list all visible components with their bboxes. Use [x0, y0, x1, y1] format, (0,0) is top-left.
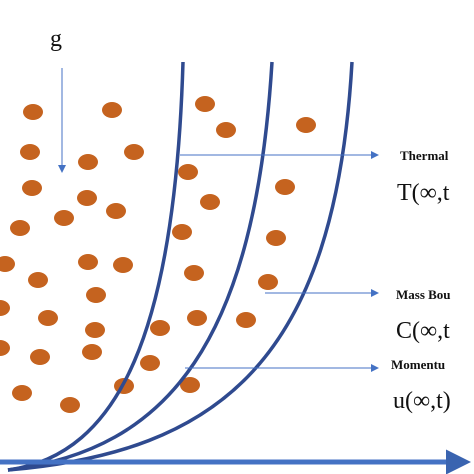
- particle: [102, 102, 122, 118]
- particle: [12, 385, 32, 401]
- particle: [77, 190, 97, 206]
- particle: [78, 254, 98, 270]
- particle: [195, 96, 215, 112]
- particle: [113, 257, 133, 273]
- gravity-label: g: [50, 26, 62, 52]
- layer-formula: T(∞,t: [397, 180, 450, 206]
- particle: [172, 224, 192, 240]
- particle: [180, 377, 200, 393]
- particle: [216, 122, 236, 138]
- curve: [7, 61, 185, 472]
- particle: [140, 355, 160, 371]
- particle: [184, 265, 204, 281]
- particle: [30, 349, 50, 365]
- curve: [7, 61, 354, 472]
- layer-formula: C(∞,t: [396, 318, 450, 344]
- particle: [38, 310, 58, 326]
- particle: [54, 210, 74, 226]
- particle: [86, 287, 106, 303]
- particle: [0, 340, 10, 356]
- particle: [296, 117, 316, 133]
- particle: [150, 320, 170, 336]
- particle: [85, 322, 105, 338]
- particle: [28, 272, 48, 288]
- particle: [178, 164, 198, 180]
- layer-name: Thermal: [400, 148, 449, 163]
- particle: [258, 274, 278, 290]
- particle: [236, 312, 256, 328]
- particle: [187, 310, 207, 326]
- particle: [82, 344, 102, 360]
- layer-name: Mass Bou: [396, 287, 451, 302]
- layer-name: Momentu: [391, 357, 445, 372]
- particle: [200, 194, 220, 210]
- particle: [266, 230, 286, 246]
- particle: [60, 397, 80, 413]
- layer-formula: u(∞,t): [393, 388, 451, 414]
- particle: [106, 203, 126, 219]
- particle: [0, 256, 15, 272]
- particle: [22, 180, 42, 196]
- particle: [20, 144, 40, 160]
- particle: [23, 104, 43, 120]
- particle: [124, 144, 144, 160]
- boundary-curves: [7, 61, 354, 472]
- particle: [0, 300, 10, 316]
- particles: [0, 96, 316, 413]
- particle: [275, 179, 295, 195]
- particle: [78, 154, 98, 170]
- curve: [7, 61, 274, 472]
- particle: [10, 220, 30, 236]
